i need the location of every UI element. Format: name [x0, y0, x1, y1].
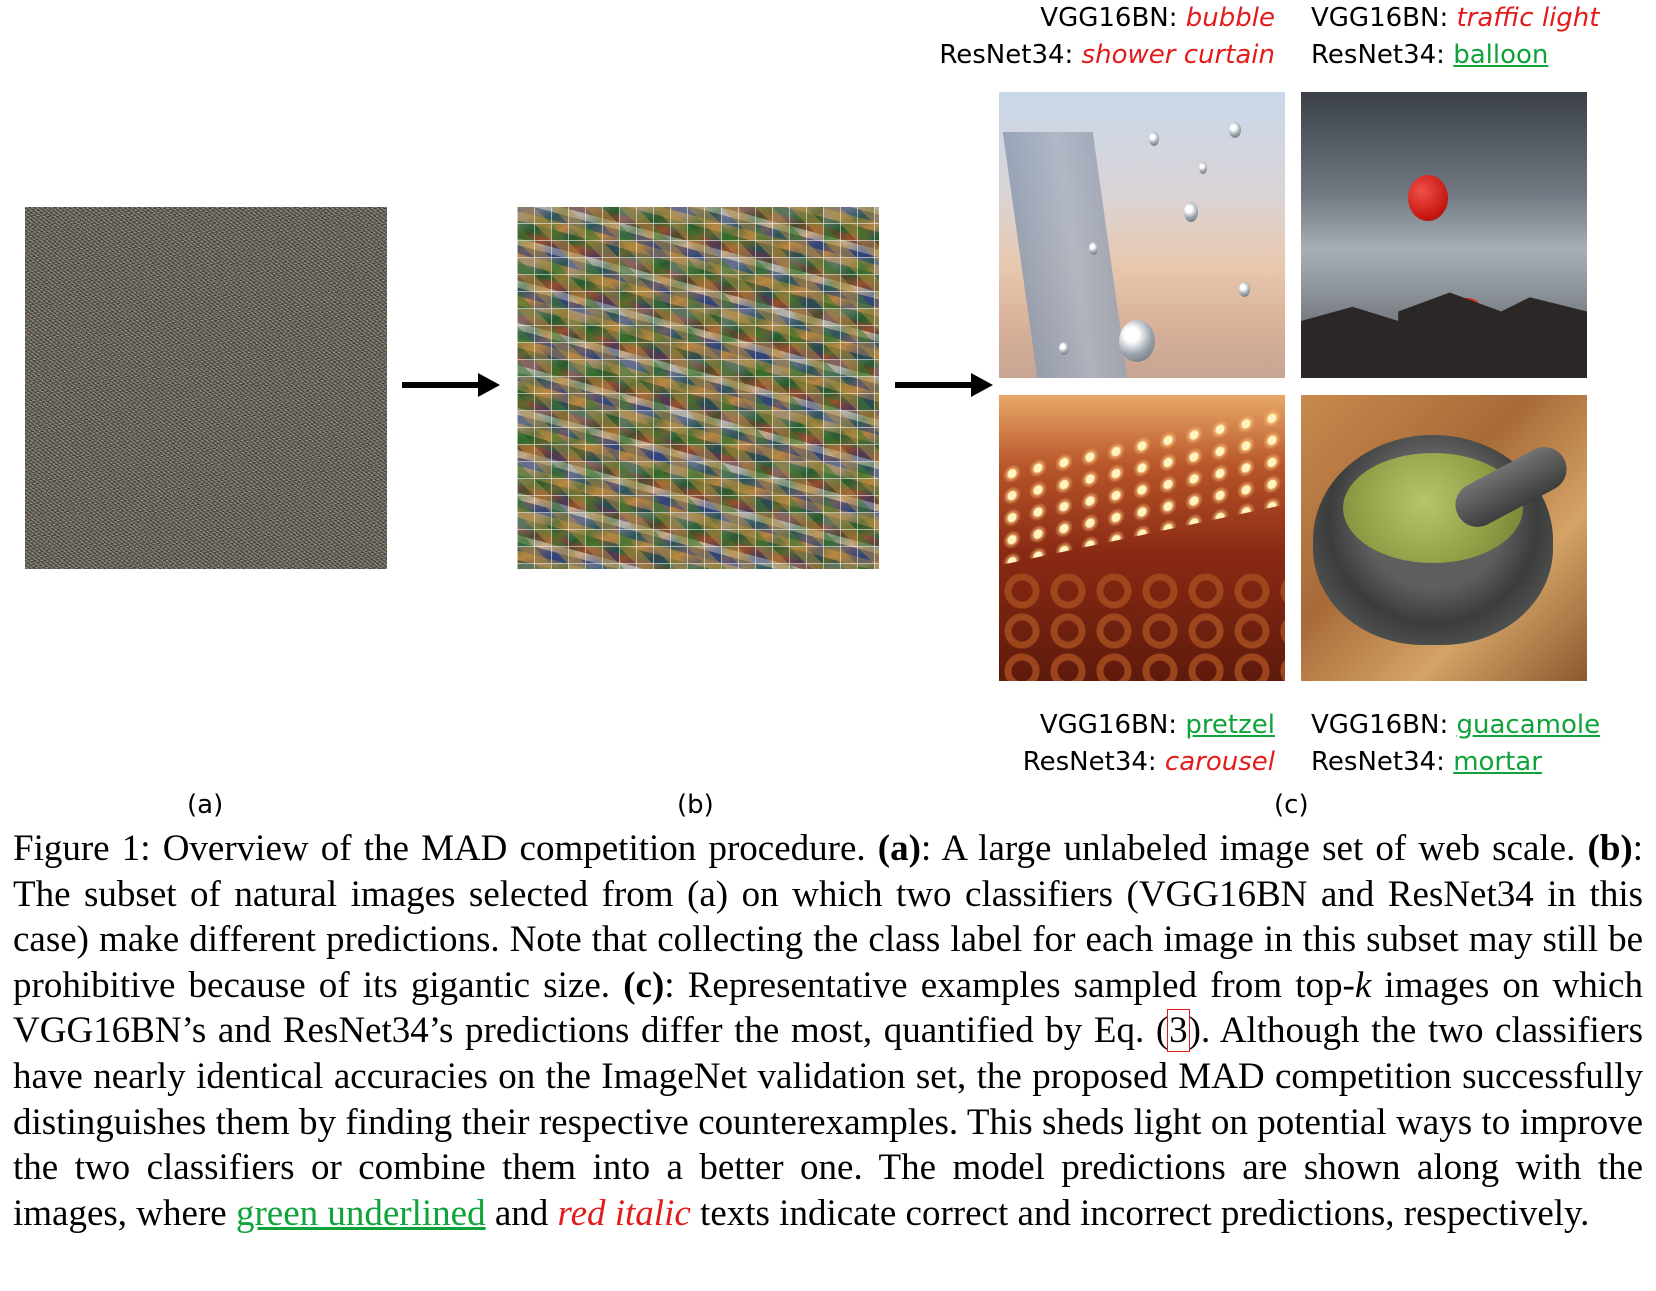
prediction-label-1: VGG16BN: bubble ResNet34: shower curtain: [939, 3, 1275, 70]
subfigure-label-c: (c): [1274, 790, 1309, 820]
panel-b-image-mosaic: [517, 207, 879, 569]
resnet-prediction-1: shower curtain: [1081, 40, 1275, 70]
vgg-prediction-1: bubble: [1185, 3, 1275, 33]
green-underlined-sample: green underlined: [235, 1192, 486, 1234]
example-image-balloon: [1301, 92, 1587, 378]
red-italic-sample: red italic: [557, 1192, 691, 1234]
prediction-label-4: VGG16BN: guacamole ResNet34: mortar: [1311, 710, 1601, 777]
subfigure-label-a: (a): [187, 790, 224, 820]
example-image-pretzel: [999, 395, 1285, 681]
resnet-prediction-3: carousel: [1164, 747, 1275, 777]
figure-label: Figure 1:: [13, 828, 151, 869]
subfigure-label-b: (b): [677, 790, 714, 820]
resnet-prediction-4: mortar: [1453, 747, 1542, 777]
prediction-label-3: VGG16BN: pretzel ResNet34: carousel: [1022, 710, 1275, 777]
equation-reference-link[interactable]: 3: [1167, 1009, 1190, 1053]
example-image-bubble: [999, 92, 1285, 378]
resnet-prediction-2: balloon: [1453, 40, 1549, 70]
figure-caption: Figure 1: Overview of the MAD competitio…: [13, 828, 1644, 1234]
prediction-label-2: VGG16BN: traffic light ResNet34: balloon: [1311, 3, 1600, 70]
arrow-b-to-c: [895, 373, 993, 397]
vgg-prediction-4: guacamole: [1456, 710, 1601, 740]
panel-a-noise-image: [25, 207, 387, 569]
example-image-guacamole: [1301, 395, 1587, 681]
vgg-prediction-2: traffic light: [1456, 3, 1600, 33]
vgg-prediction-3: pretzel: [1185, 710, 1275, 740]
arrow-a-to-b: [402, 373, 500, 397]
